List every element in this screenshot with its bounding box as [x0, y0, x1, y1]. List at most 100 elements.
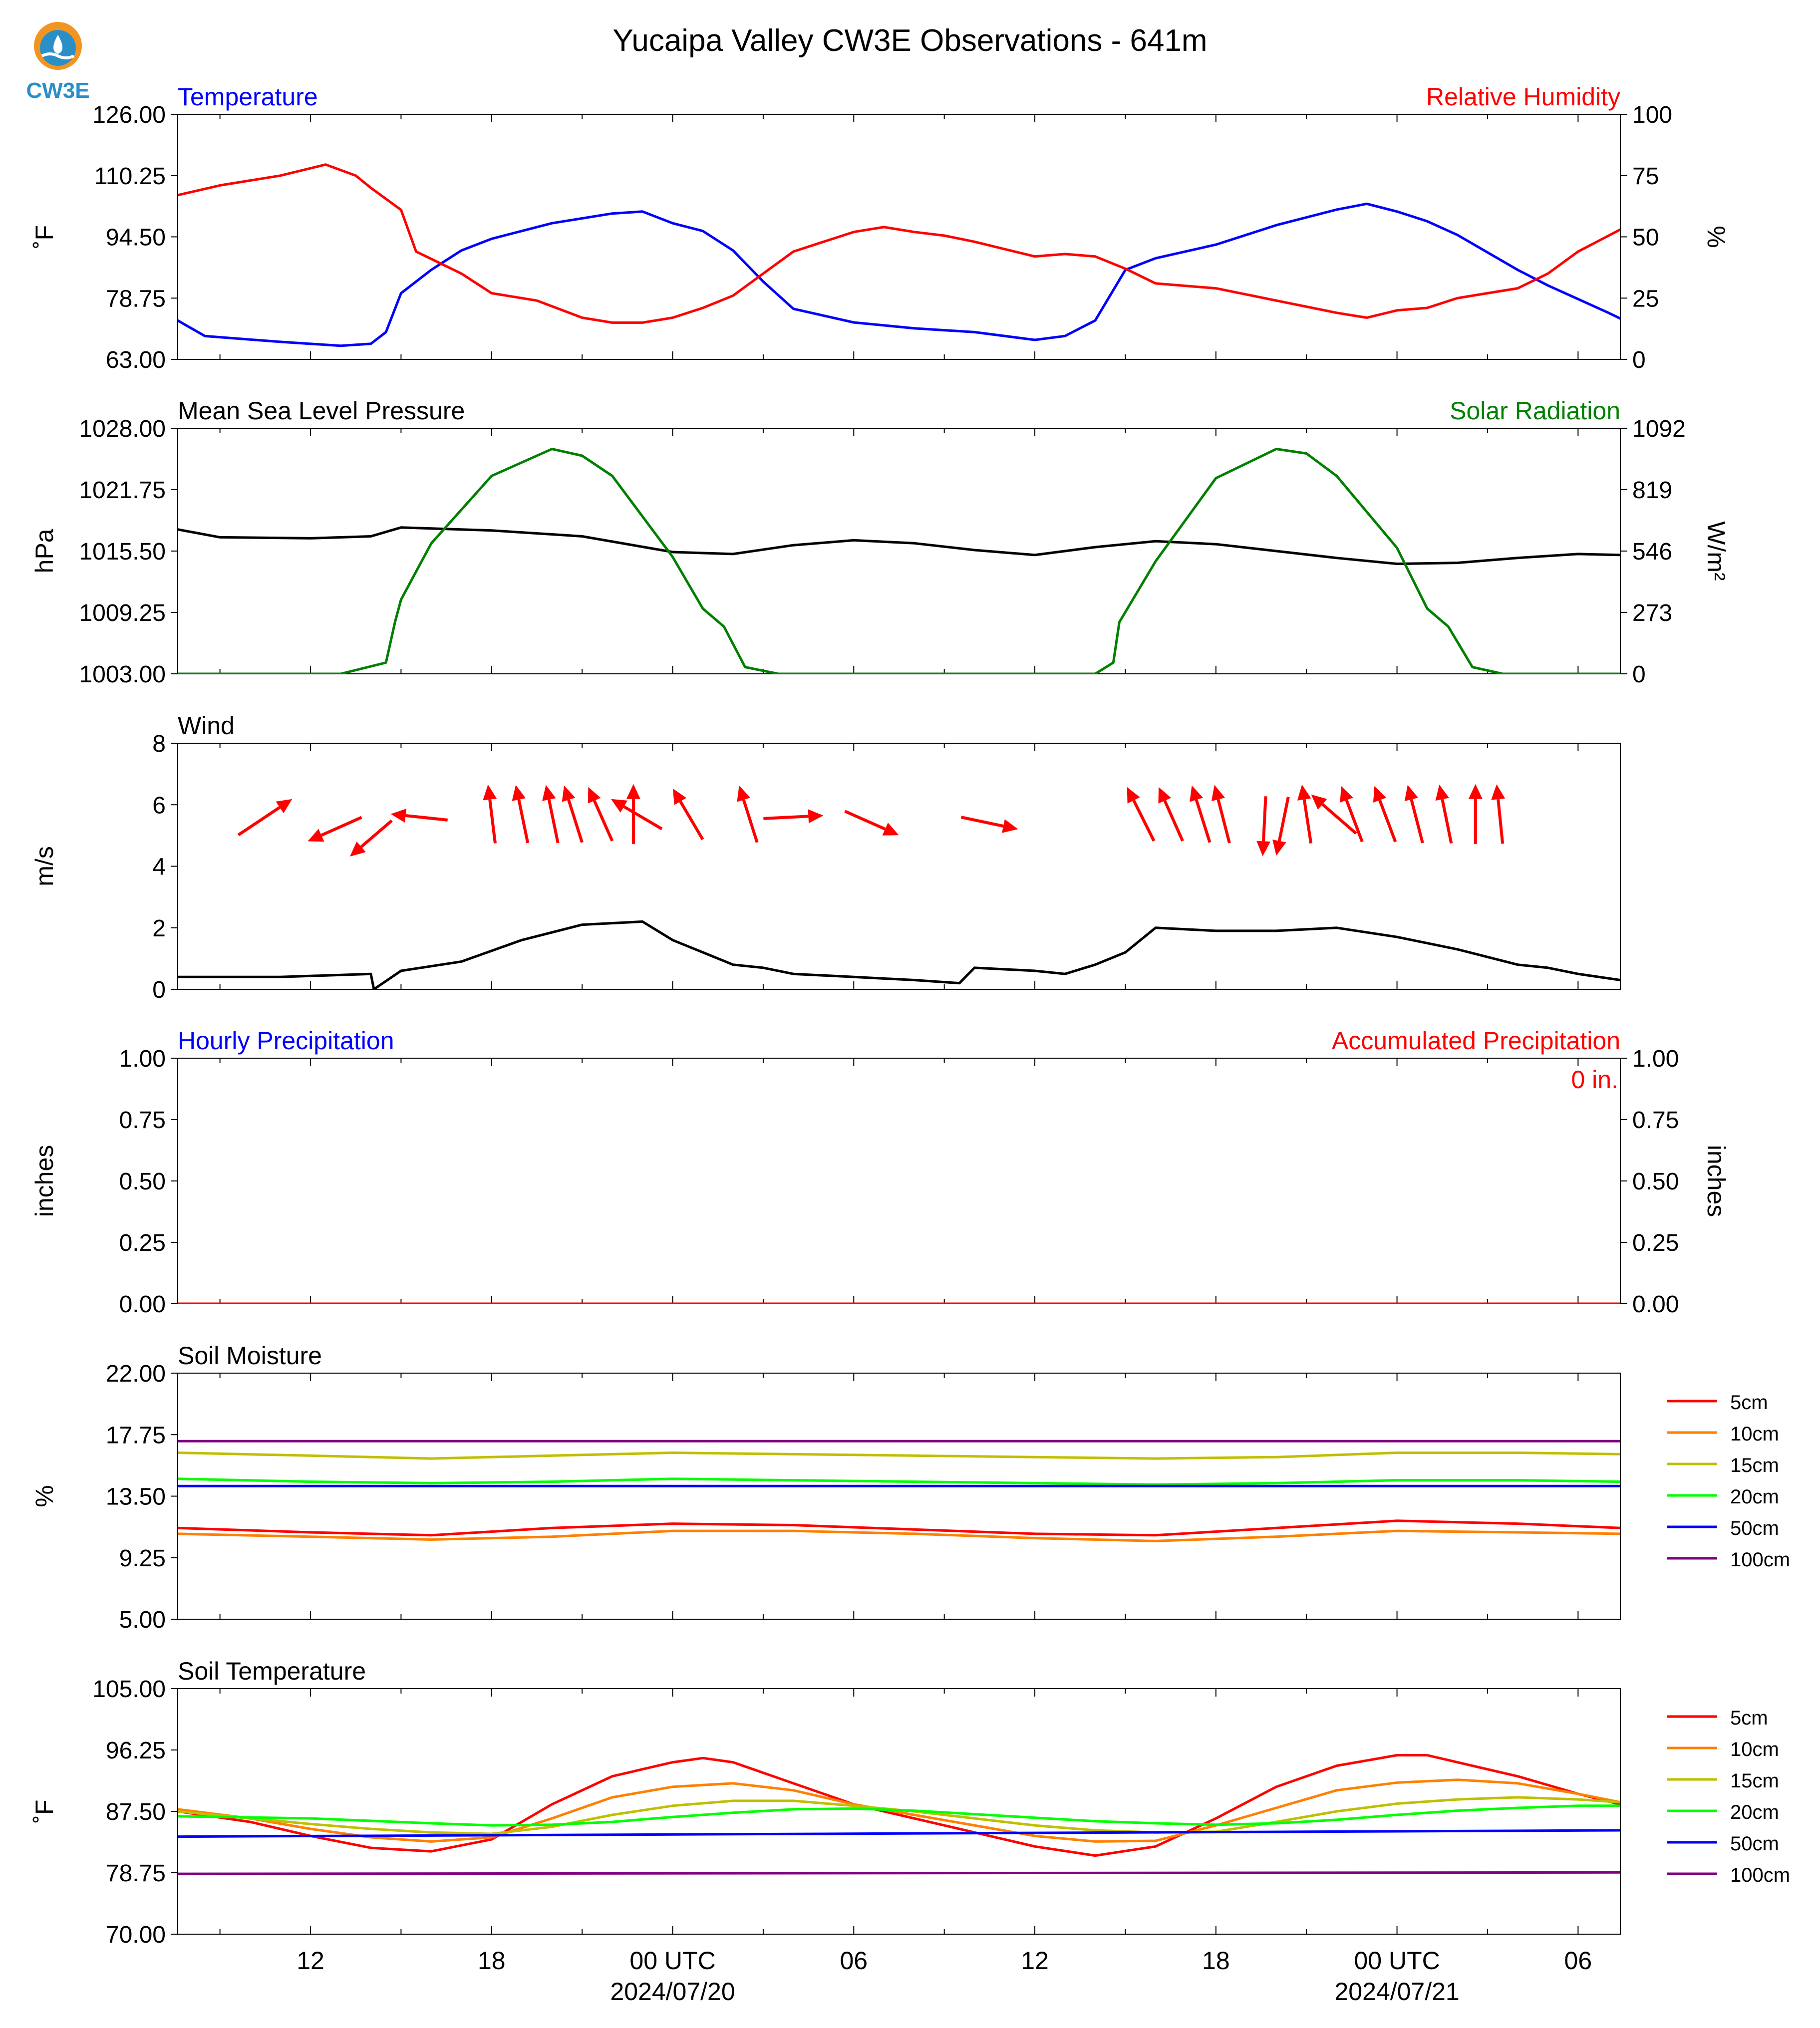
- y-axis-label-left: %: [30, 1485, 58, 1507]
- y-tick-label-left: 13.50: [106, 1484, 166, 1510]
- panel-title-left: Hourly Precipitation: [178, 1027, 394, 1055]
- panel-title-right: Solar Radiation: [1450, 397, 1620, 425]
- wind-arrow-shaft: [1378, 799, 1397, 843]
- figure-title: Yucaipa Valley CW3E Observations - 641m: [612, 23, 1207, 58]
- panel-5: Soil Moisture 5.00 9.25 13.50 17.75 22.00% 5cm…: [30, 1342, 1790, 1633]
- series-line-mean-sea-level-pressure: [178, 526, 1620, 566]
- wind-arrow-shaft: [763, 815, 809, 820]
- wind-arrow-head: [1297, 784, 1311, 801]
- x-tick-label: 12: [1021, 1947, 1049, 1975]
- y-tick-label-left: 87.50: [106, 1799, 166, 1825]
- y-tick-label-right: 1092: [1632, 416, 1686, 442]
- wind-arrow-head: [542, 785, 556, 801]
- wind-arrow-shaft: [1262, 796, 1267, 842]
- legend-label: 15cm: [1730, 1454, 1779, 1476]
- wind-arrow-shaft: [1277, 796, 1290, 842]
- series-line-relative-humidity: [178, 163, 1620, 324]
- series-line-20cm: [178, 1477, 1620, 1486]
- wind-arrow-shaft: [1345, 799, 1364, 843]
- series-group: [178, 448, 1620, 674]
- y-tick-label-left: 1003.00: [79, 661, 166, 688]
- y-tick-label-left: 8: [152, 731, 166, 757]
- y-tick-label-left: 1028.00: [79, 416, 166, 442]
- y-tick-label-left: 5.00: [119, 1607, 166, 1633]
- series-line-5cm: [178, 1519, 1620, 1537]
- series-line-100cm: [178, 1871, 1620, 1875]
- x-date-label: 2024/07/20: [610, 1978, 735, 2006]
- series-group: [178, 163, 1620, 347]
- y-tick-label-left: 0.50: [119, 1168, 166, 1195]
- y-tick-label-right: 0.00: [1632, 1291, 1679, 1318]
- wind-arrow-shaft: [1410, 799, 1424, 844]
- panel-title-right: Accumulated Precipitation: [1332, 1027, 1620, 1055]
- y-tick-label-left: 78.75: [106, 286, 166, 312]
- wind-arrow-head: [1404, 785, 1418, 802]
- y-tick-label-left: 0.25: [119, 1230, 166, 1256]
- legend-label: 20cm: [1730, 1486, 1779, 1508]
- panel-title-left: Wind: [178, 712, 235, 740]
- wind-arrow-head: [512, 785, 526, 801]
- wind-arrow-head: [307, 829, 324, 842]
- series-group: [178, 1754, 1620, 1875]
- panel-1: Temperature Relative Humidity 63.00 78.75 94…: [30, 83, 1730, 373]
- wind-arrow-head: [276, 799, 293, 814]
- legend-label: 5cm: [1730, 1392, 1768, 1414]
- y-tick-label-right: 273: [1632, 600, 1672, 626]
- wind-arrow-head: [611, 799, 627, 813]
- panel-title-left: Soil Temperature: [178, 1657, 366, 1685]
- series-line-50cm: [178, 1829, 1620, 1838]
- wind-arrow-head: [626, 784, 640, 799]
- panel-title-left: Soil Moisture: [178, 1342, 322, 1370]
- wind-arrow-shaft: [547, 799, 560, 844]
- wind-arrow-head: [483, 784, 497, 801]
- wind-arrow-head: [1435, 784, 1449, 801]
- logo-wave-icon: [41, 52, 75, 59]
- wind-arrow-head: [588, 787, 601, 804]
- wind-arrow-shaft: [1216, 799, 1231, 844]
- series-group: [178, 920, 1620, 989]
- cw3e-logo: CW3E: [26, 22, 90, 103]
- y-tick-label-left: 0.00: [119, 1291, 166, 1318]
- y-axis-label-right: W/m²: [1702, 521, 1730, 580]
- y-tick-label-right: 0.50: [1632, 1168, 1679, 1195]
- x-tick-label: 06: [840, 1947, 868, 1975]
- panel-title-right: Relative Humidity: [1426, 83, 1620, 111]
- y-tick-label-left: 9.25: [119, 1545, 166, 1572]
- wind-arrow-shaft: [517, 799, 530, 844]
- series-line-wind-speed: [178, 920, 1620, 989]
- wind-arrow-shaft: [960, 816, 1004, 828]
- legend-label: 10cm: [1730, 1738, 1779, 1760]
- panel-title-left: Mean Sea Level Pressure: [178, 397, 465, 425]
- y-tick-label-left: 78.75: [106, 1860, 166, 1887]
- wind-arrow-shaft: [593, 800, 614, 842]
- wind-arrow-head: [1127, 787, 1140, 804]
- wind-arrow-shaft: [360, 819, 393, 848]
- wind-arrow-head: [737, 785, 751, 802]
- y-tick-label-right: 819: [1632, 477, 1672, 504]
- chart-panels: Temperature Relative Humidity 63.00 78.75 94…: [30, 83, 1790, 2006]
- wind-arrow-shaft: [320, 816, 362, 837]
- y-tick-label-left: 17.75: [106, 1422, 166, 1449]
- logo-drop-icon: [53, 35, 62, 54]
- y-tick-label-left: 22.00: [106, 1361, 166, 1387]
- wind-arrow-shaft: [1132, 800, 1156, 842]
- legend-label: 100cm: [1730, 1549, 1790, 1571]
- x-tick-label: 06: [1564, 1947, 1592, 1975]
- legend-label: 50cm: [1730, 1833, 1779, 1855]
- panel-4: Hourly Precipitation Accumulated Precipit…: [30, 1027, 1730, 1318]
- wind-arrow-shaft: [1441, 799, 1453, 844]
- y-tick-label-left: 63.00: [106, 347, 166, 373]
- legend-label: 50cm: [1730, 1517, 1779, 1539]
- wind-arrow-shaft: [1302, 799, 1313, 844]
- y-tick-label-left: 6: [152, 792, 166, 819]
- y-tick-label-left: 126.00: [92, 102, 166, 128]
- wind-arrow-head: [1002, 819, 1018, 833]
- series-line-20cm: [178, 1804, 1620, 1827]
- logo-label: CW3E: [26, 78, 89, 103]
- wind-arrow-group: [237, 784, 1506, 857]
- y-tick-label-right: 0.25: [1632, 1230, 1679, 1256]
- legend-label: 100cm: [1730, 1864, 1790, 1886]
- y-tick-label-left: 70.00: [106, 1922, 166, 1948]
